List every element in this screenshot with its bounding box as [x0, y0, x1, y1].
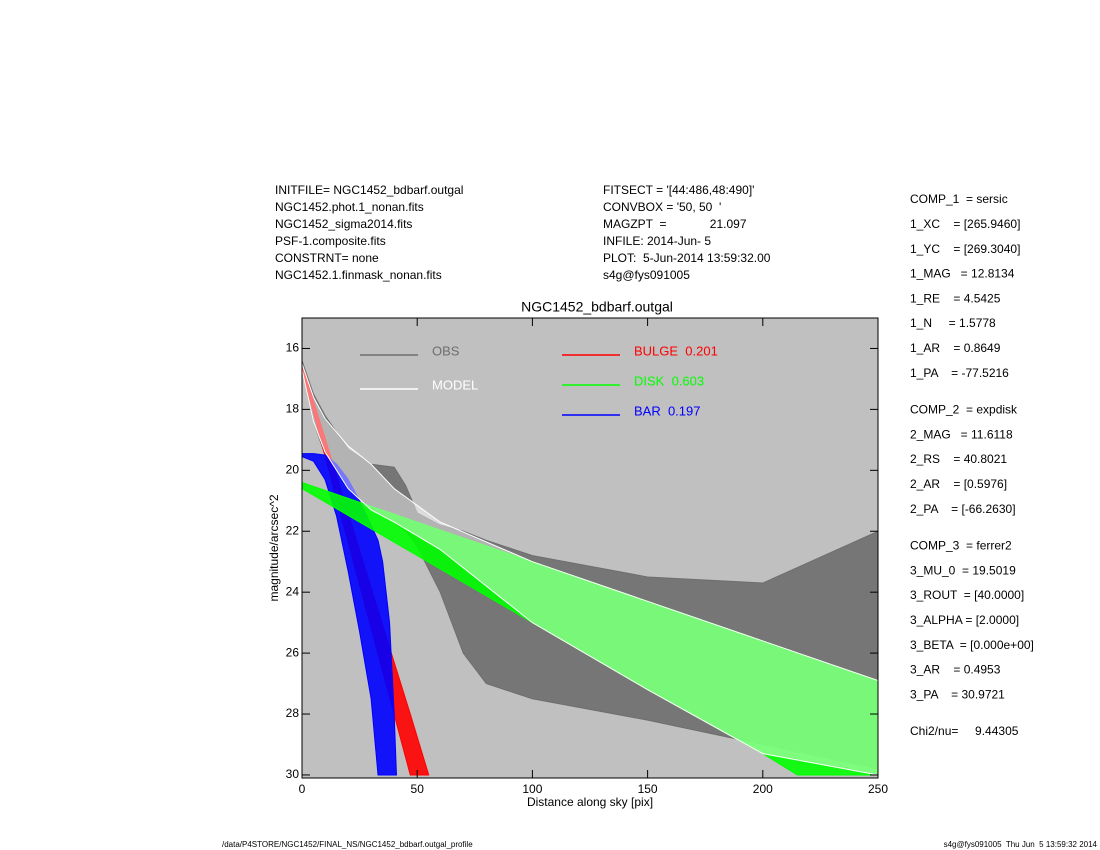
x-axis-label: Distance along sky [pix] — [527, 795, 653, 809]
y-tick-label: 26 — [286, 645, 300, 659]
x-tick-label: 150 — [638, 782, 658, 796]
fit-param: 3_ALPHA = [2.0000] — [910, 613, 1019, 627]
fit-param: 2_AR = [0.5976] — [910, 477, 1007, 491]
y-tick-label: 28 — [286, 706, 300, 720]
fit-param: 1_N = 1.5778 — [910, 316, 996, 330]
header-left: PSF-1.composite.fits — [275, 234, 386, 248]
legend-label: OBS — [432, 343, 460, 358]
fit-param: 3_AR = 0.4953 — [910, 663, 1001, 677]
fit-param: COMP_1 = sersic — [910, 192, 1008, 206]
y-tick-label: 24 — [286, 584, 300, 598]
header-mid: PLOT: 5-Jun-2014 13:59:32.00 — [603, 251, 771, 265]
header-mid: s4g@fys091005 — [603, 268, 690, 282]
fit-param: 1_XC = [265.9460] — [910, 217, 1020, 231]
fit-param: 2_MAG = 11.6118 — [910, 427, 1013, 441]
y-tick-label: 22 — [286, 523, 300, 537]
fit-param: 1_YC = [269.3040] — [910, 242, 1020, 256]
header-left: CONSTRNT= none — [275, 251, 379, 265]
plot-frame — [301, 317, 879, 779]
y-tick-label: 20 — [286, 462, 300, 476]
y-axis-label: magnitude/arcsec^2 — [267, 494, 281, 601]
footer-right: s4g@fys091005 Thu Jun 5 13:59:32 2014 — [944, 840, 1098, 849]
band — [302, 453, 397, 776]
x-tick-label: 50 — [411, 782, 425, 796]
header-mid: MAGZPT = 21.097 — [603, 217, 747, 231]
y-tick-label: 16 — [286, 341, 300, 355]
y-tick-label: 30 — [286, 767, 300, 781]
header-left: NGC1452.phot.1_nonan.fits — [275, 200, 424, 214]
fit-param: 2_RS = 40.8021 — [910, 452, 1007, 466]
fit-param: 3_BETA = [0.000e+00] — [910, 638, 1034, 652]
plot-marks — [302, 360, 878, 776]
fit-param: 1_AR = 0.8649 — [910, 341, 1001, 355]
legend-label: BAR 0.197 — [634, 403, 701, 418]
header-mid: FITSECT = '[44:486,48:490]' — [603, 183, 754, 197]
header-left: NGC1452.1.finmask_nonan.fits — [275, 268, 442, 282]
x-tick-label: 200 — [753, 782, 773, 796]
x-tick-label: 100 — [522, 782, 542, 796]
fit-param: COMP_2 = expdisk — [910, 403, 1018, 417]
x-tick-label: 0 — [299, 782, 306, 796]
fit-param: 1_PA = -77.5216 — [910, 366, 1009, 380]
legend-label: BULGE 0.201 — [634, 343, 718, 358]
footer-left: /data/P4STORE/NGC1452/FINAL_NS/NGC1452_b… — [222, 840, 473, 849]
y-tick-label: 18 — [286, 402, 300, 416]
chart-title: NGC1452_bdbarf.outgal — [521, 299, 673, 315]
header-mid: CONVBOX = '50, 50 ' — [603, 200, 721, 214]
fit-param: 1_RE = 4.5425 — [910, 291, 1001, 305]
band — [302, 363, 878, 776]
header-left: NGC1452_sigma2014.fits — [275, 217, 412, 231]
header-left: INITFILE= NGC1452_bdbarf.outgal — [275, 183, 463, 197]
fit-param: 2_PA = [-66.2630] — [910, 502, 1016, 516]
fit-param: 1_MAG = 12.8134 — [910, 267, 1015, 281]
fit-param: 3_MU_0 = 19.5019 — [910, 563, 1016, 577]
x-tick-label: 250 — [868, 782, 888, 796]
header-mid: INFILE: 2014-Jun- 5 — [603, 234, 711, 248]
fit-param: 3_ROUT = [40.0000] — [910, 588, 1024, 602]
fit-param: COMP_3 = ferrer2 — [910, 539, 1012, 553]
legend-label: MODEL — [432, 377, 478, 392]
legend-label: DISK 0.603 — [634, 373, 704, 388]
fit-param: Chi2/nu= 9.44305 — [910, 724, 1019, 738]
fit-param: 3_PA = 30.9721 — [910, 687, 1005, 701]
